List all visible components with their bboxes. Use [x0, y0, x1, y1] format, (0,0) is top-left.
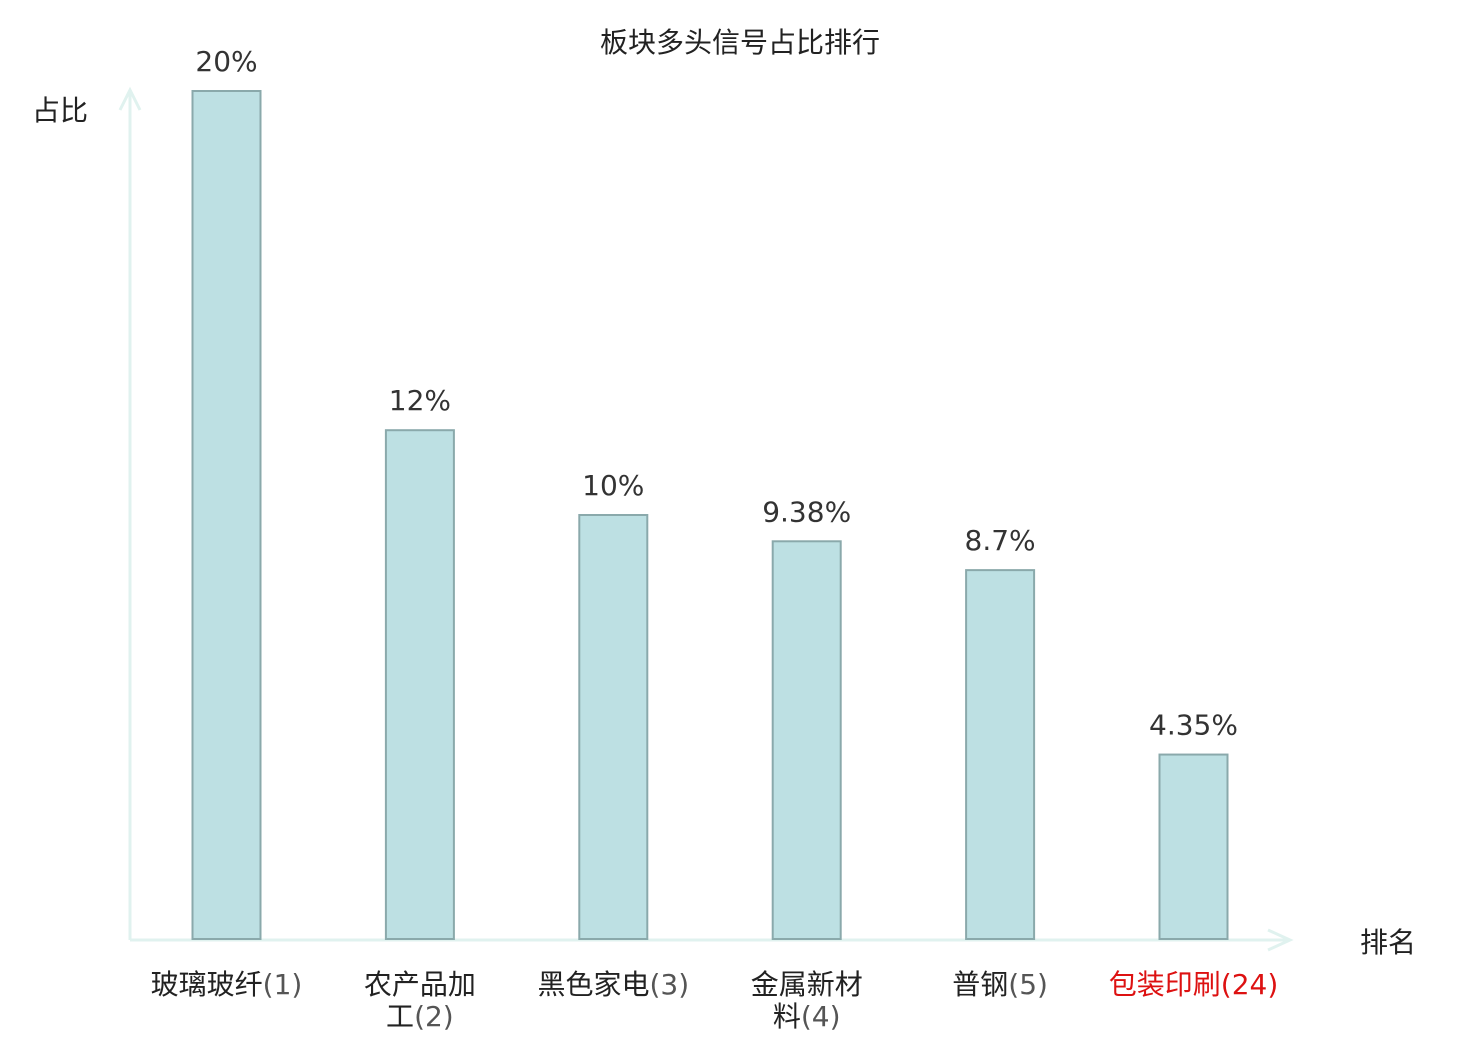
category-label-4-line-1: 金属新材 — [751, 968, 863, 1001]
category-name-3: 黑色家电 — [537, 968, 649, 1001]
bar-1 — [191, 90, 262, 940]
category-rank-3: (3) — [649, 968, 689, 1001]
category-name-4-line-1: 金属新材 — [751, 968, 863, 1001]
category-label-1: 玻璃玻纤(1) — [151, 968, 303, 1001]
axes — [118, 86, 1294, 952]
y-axis-arrowhead — [118, 86, 142, 111]
category-name-5: 普钢 — [952, 968, 1008, 1001]
category-label-3: 黑色家电(3) — [537, 968, 689, 1001]
x-axis-arrowhead — [1267, 928, 1294, 952]
category-name-2-line-1: 农产品加 — [364, 968, 476, 1001]
category-name-4-line-2: 料 — [773, 1000, 801, 1033]
category-label-5: 普钢(5) — [952, 968, 1048, 1001]
value-label-5: 8.7% — [965, 524, 1036, 557]
category-label-2-line-2: 工(2) — [386, 1000, 454, 1033]
chart-title: 板块多头信号占比排行 — [600, 26, 880, 59]
bar-5 — [965, 569, 1036, 940]
value-label-2: 12% — [389, 384, 451, 417]
value-label-1: 20% — [195, 45, 257, 78]
value-label-6: 4.35% — [1149, 709, 1238, 742]
category-name-2-line-2: 工 — [386, 1000, 414, 1033]
bar-2 — [384, 429, 455, 940]
category-label-2-line-1: 农产品加 — [364, 968, 476, 1001]
category-rank-2: (2) — [414, 1000, 454, 1033]
category-label-4-line-2: 料(4) — [773, 1000, 841, 1033]
value-label-4: 9.38% — [762, 495, 851, 528]
category-rank-4: (4) — [801, 1000, 841, 1033]
category-label-6: 包装印刷(24) — [1109, 968, 1279, 1001]
x-axis-label: 排名 — [1360, 926, 1416, 959]
bars-group — [191, 90, 1229, 941]
category-rank-1: (1) — [263, 968, 303, 1001]
y-axis-label: 占比 — [32, 94, 88, 127]
category-rank-6: (24) — [1221, 968, 1278, 1001]
bar-6 — [1158, 753, 1229, 940]
value-label-3: 10% — [582, 469, 644, 502]
category-rank-5: (5) — [1008, 968, 1048, 1001]
category-name-6: 包装印刷 — [1109, 968, 1221, 1001]
bar-4 — [771, 540, 842, 941]
bar-3 — [578, 514, 649, 940]
value-labels-group: 20% 12% 10% 9.38% 8.7% 4.35% — [195, 45, 1238, 742]
category-name-1: 玻璃玻纤 — [151, 968, 263, 1001]
